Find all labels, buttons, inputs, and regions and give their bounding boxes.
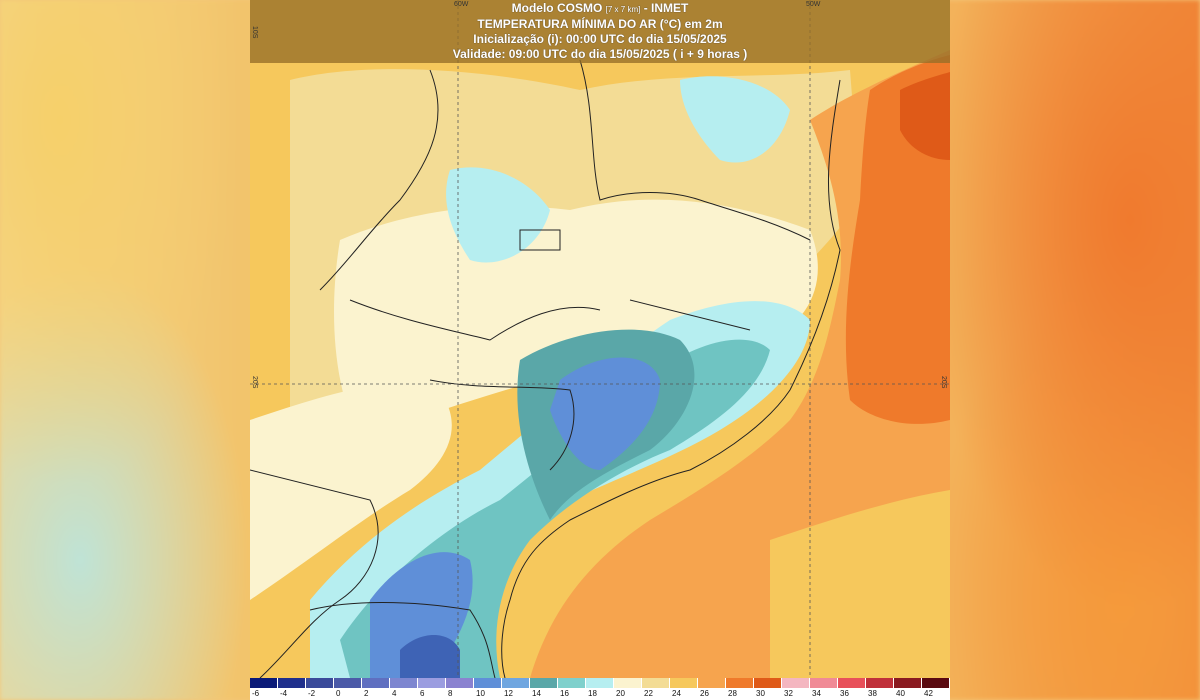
legend-swatch xyxy=(250,678,278,688)
variable-title: TEMPERATURA MÍNIMA DO AR (°C) em 2m xyxy=(477,17,723,31)
legend-swatch xyxy=(334,678,362,688)
legend-tick-label: 0 xyxy=(336,689,341,698)
legend-tick-label: -2 xyxy=(308,689,316,698)
validity-time: Validade: 09:00 UTC do dia 15/05/2025 ( … xyxy=(452,47,748,61)
legend-tick-label: 10 xyxy=(476,689,485,698)
legend-swatch xyxy=(614,678,642,688)
legend-tick-label: 34 xyxy=(812,689,821,698)
legend-tick-label: 26 xyxy=(700,689,709,698)
legend-tick-label: 20 xyxy=(616,689,625,698)
legend-swatch xyxy=(306,678,334,688)
legend-tick-label: 18 xyxy=(588,689,597,698)
weather-map: Modelo COSMO [7 x 7 km] - INMET TEMPERAT… xyxy=(250,0,950,700)
legend-tick-label: 16 xyxy=(560,689,569,698)
map-title-block: Modelo COSMO [7 x 7 km] - INMET TEMPERAT… xyxy=(250,0,950,63)
legend-tick-label: 8 xyxy=(448,689,453,698)
legend-tick-label: -4 xyxy=(280,689,288,698)
color-legend: -6 -4 -2 0 2 4 6 8 10 12 14 16 18 20 22 24 26 28 30 32 34 36 3… xyxy=(250,678,950,700)
title-line-1: Modelo COSMO [7 x 7 km] - INMET xyxy=(250,1,950,17)
legend-tick-label: 14 xyxy=(532,689,541,698)
legend-swatch xyxy=(502,678,530,688)
legend-tick-label: 30 xyxy=(756,689,765,698)
legend-swatch xyxy=(698,678,726,688)
longitude-label-left: 60W xyxy=(454,1,469,8)
legend-swatch xyxy=(586,678,614,688)
initialization-time: Inicialização (i): 00:00 UTC do dia 15/0… xyxy=(473,32,727,46)
legend-swatch xyxy=(894,678,922,688)
longitude-label-right: 50W xyxy=(806,1,821,8)
legend-swatch xyxy=(418,678,446,688)
legend-swatch xyxy=(754,678,782,688)
legend-tick-label: 28 xyxy=(728,689,737,698)
legend-swatch xyxy=(530,678,558,688)
legend-tick-label: 2 xyxy=(364,689,369,698)
legend-tick-label: 12 xyxy=(504,689,513,698)
legend-tick-label: 22 xyxy=(644,689,653,698)
legend-swatch xyxy=(922,678,950,688)
legend-tick-label: 36 xyxy=(840,689,849,698)
legend-tick-label: -6 xyxy=(252,689,260,698)
color-legend-ticks: -6 -4 -2 0 2 4 6 8 10 12 14 16 18 20 22 24 26 28 30 32 34 36 3… xyxy=(250,689,950,700)
legend-swatch xyxy=(278,678,306,688)
color-legend-swatches xyxy=(250,678,950,688)
model-resolution: [7 x 7 km] xyxy=(605,5,641,14)
legend-swatch xyxy=(866,678,894,688)
legend-swatch xyxy=(362,678,390,688)
legend-tick-label: 42 xyxy=(924,689,933,698)
legend-swatch xyxy=(390,678,418,688)
legend-swatch xyxy=(558,678,586,688)
latitude-label-mid: 20S xyxy=(251,376,258,389)
legend-tick-label: 6 xyxy=(420,689,425,698)
legend-swatch xyxy=(642,678,670,688)
legend-swatch xyxy=(782,678,810,688)
temperature-map-canvas xyxy=(250,0,950,678)
legend-swatch xyxy=(446,678,474,688)
legend-tick-label: 24 xyxy=(672,689,681,698)
legend-tick-label: 38 xyxy=(868,689,877,698)
legend-tick-label: 40 xyxy=(896,689,905,698)
legend-swatch xyxy=(474,678,502,688)
agency-name: - INMET xyxy=(643,1,689,15)
legend-tick-label: 32 xyxy=(784,689,793,698)
legend-swatch xyxy=(670,678,698,688)
legend-swatch xyxy=(726,678,754,688)
legend-swatch xyxy=(838,678,866,688)
latitude-label-top: 10S xyxy=(251,26,258,39)
latitude-label-mid-right: 20S xyxy=(940,376,947,389)
legend-swatch xyxy=(810,678,838,688)
model-name: Modelo COSMO xyxy=(511,1,603,15)
legend-tick-label: 4 xyxy=(392,689,397,698)
